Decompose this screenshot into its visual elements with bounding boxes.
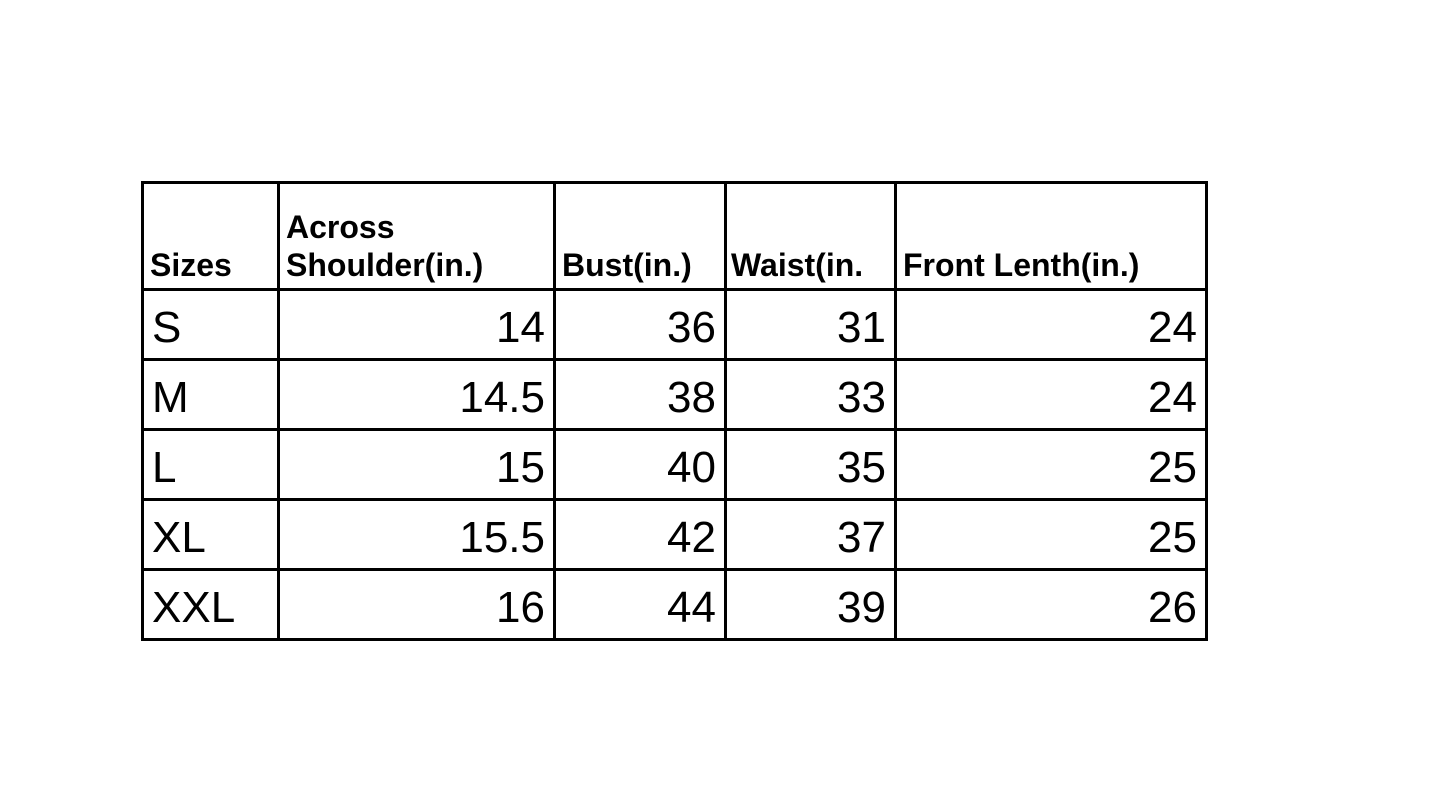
table-row: M 14.5 38 33 24 [141,358,1208,431]
size-cell: L [141,428,280,501]
table-row: XXL 16 44 39 26 [141,568,1208,641]
header-waist: Waist(in. [724,181,897,291]
measurement-cell: 44 [553,568,727,641]
measurement-cell: 42 [553,498,727,571]
measurement-cell: 31 [724,288,897,361]
measurement-cell: 37 [724,498,897,571]
table-row: XL 15.5 42 37 25 [141,498,1208,571]
size-cell: S [141,288,280,361]
measurement-cell: 24 [894,358,1208,431]
size-cell: M [141,358,280,431]
measurement-cell: 33 [724,358,897,431]
measurement-cell: 26 [894,568,1208,641]
measurement-cell: 15.5 [277,498,556,571]
header-across-shoulder: Across Shoulder(in.) [277,181,556,291]
size-cell: XXL [141,568,280,641]
measurement-cell: 16 [277,568,556,641]
size-cell: XL [141,498,280,571]
size-chart-table: Sizes Across Shoulder(in.) Bust(in.) Wais… [141,181,1208,641]
measurement-cell: 15 [277,428,556,501]
measurement-cell: 24 [894,288,1208,361]
table-row: L 15 40 35 25 [141,428,1208,501]
measurement-cell: 36 [553,288,727,361]
measurement-cell: 25 [894,498,1208,571]
measurement-cell: 14 [277,288,556,361]
measurement-cell: 35 [724,428,897,501]
header-sizes: Sizes [141,181,280,291]
header-row: Sizes Across Shoulder(in.) Bust(in.) Wais… [141,181,1208,291]
header-front-length: Front Lenth(in.) [894,181,1208,291]
measurement-cell: 39 [724,568,897,641]
table-row: S 14 36 31 24 [141,288,1208,361]
measurement-cell: 14.5 [277,358,556,431]
measurement-cell: 25 [894,428,1208,501]
measurement-cell: 40 [553,428,727,501]
measurement-cell: 38 [553,358,727,431]
header-bust: Bust(in.) [553,181,727,291]
